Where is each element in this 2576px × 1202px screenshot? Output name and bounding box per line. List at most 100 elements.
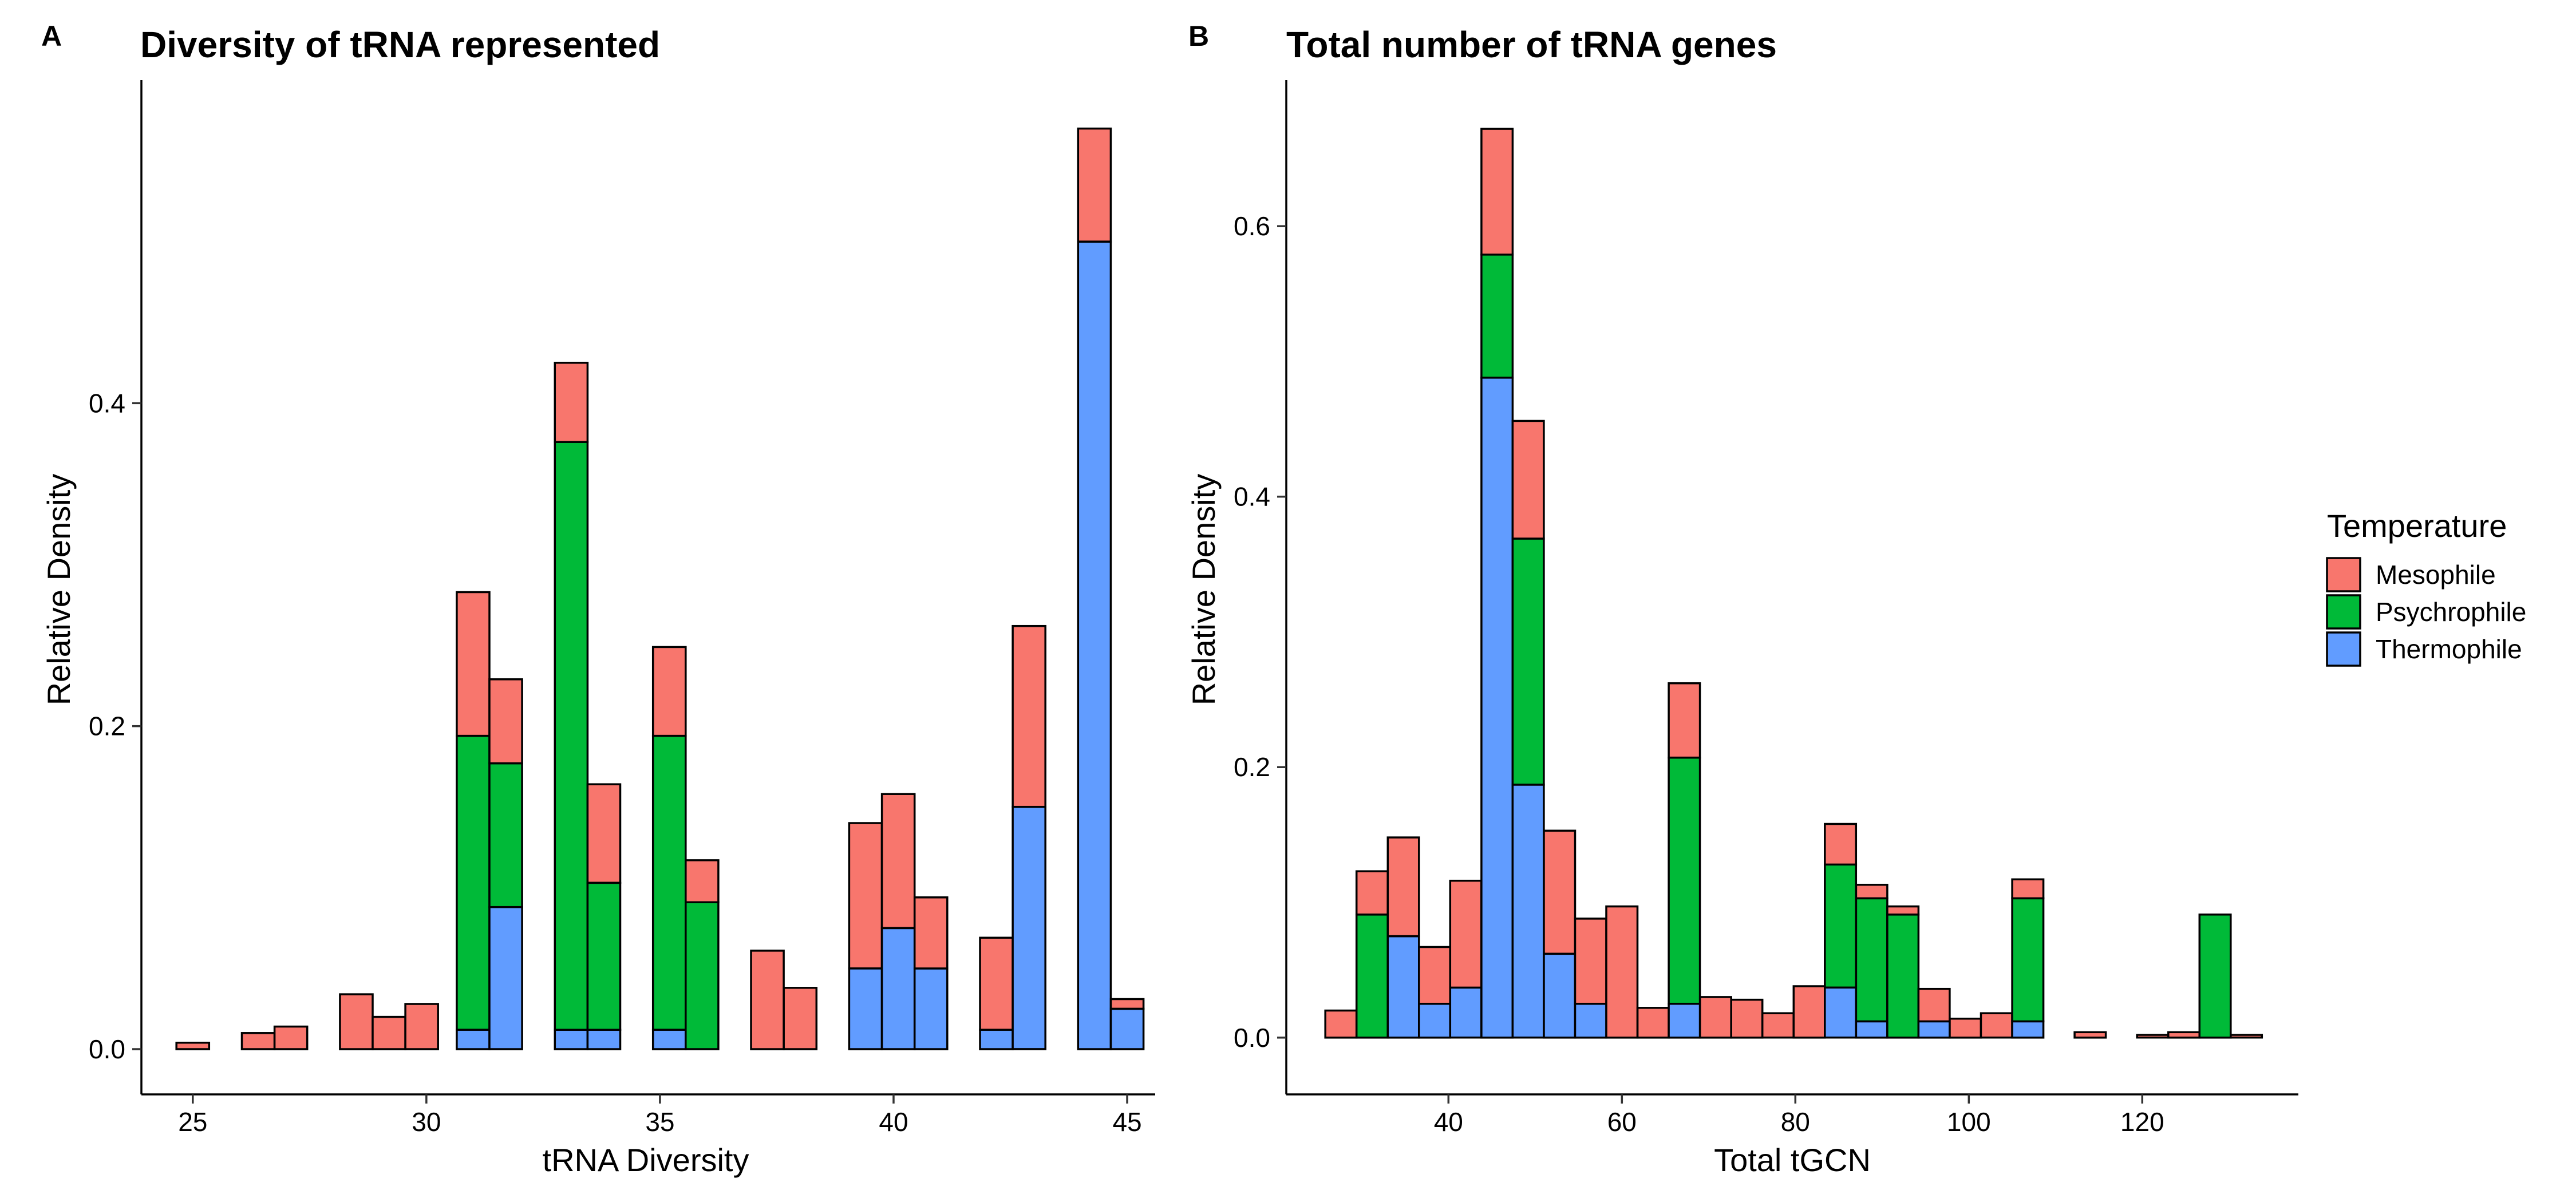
panel-b-bar-mesophile-19 xyxy=(1917,987,1951,1023)
panel-a-bar-thermophile-6 xyxy=(456,1029,491,1050)
panel-b-bar-thermophile-4 xyxy=(1449,986,1483,1039)
panel-b-bar-mesophile-16 xyxy=(1824,823,1858,866)
panel-b-bar-mesophile-6 xyxy=(1511,420,1545,540)
panel-a-bar-mesophile-10 xyxy=(651,646,687,737)
panel-b-bar-psychrophile-6 xyxy=(1511,537,1545,786)
panel-b-bar-psychrophile-26 xyxy=(2198,914,2232,1039)
legend-swatch-thermophile xyxy=(2326,631,2361,667)
panel-b-x-tick-label: 40 xyxy=(1434,1107,1463,1137)
panel-a-bar-psychrophile-6 xyxy=(456,734,491,1031)
panel-b-bar-psychrophile-5 xyxy=(1480,254,1514,379)
panel-a-bar-mesophile-17 xyxy=(979,936,1014,1031)
panel-a-y-tick-label: 0.4 xyxy=(89,388,125,418)
panel-a: A Diversity of tRNA represented 25 30 35 40… xyxy=(41,20,1155,1178)
panel-b-x-tick-label: 120 xyxy=(2120,1107,2164,1137)
panel-a-bar-thermophile-19 xyxy=(1077,240,1112,1050)
panel-b-y-tick-label: 0.0 xyxy=(1234,1023,1270,1053)
panel-a-bar-psychrophile-8 xyxy=(554,441,589,1031)
panel-b-bar-mesophile-25 xyxy=(2167,1031,2201,1039)
panel-b-bar-mesophile-22 xyxy=(2011,878,2045,900)
panel-b-bar-mesophile-7 xyxy=(1543,829,1577,955)
panel-b-bar-mesophile-1 xyxy=(1355,870,1389,916)
panel-b-bar-mesophile-13 xyxy=(1730,998,1764,1039)
panel-b-bar-mesophile-3 xyxy=(1418,946,1452,1005)
panel-b-bar-psychrophile-11 xyxy=(1668,756,1701,1005)
panel-b: B Total number of tRNA genes 40 60 80 100 12… xyxy=(1186,20,2298,1178)
panel-b-bar-thermophile-17 xyxy=(1855,1020,1888,1039)
panel-a-bar-mesophile-4 xyxy=(372,1015,406,1050)
panel-b-title: Total number of tRNA genes xyxy=(1286,24,1777,65)
legend-label-thermophile: Thermophile xyxy=(2376,634,2522,664)
panel-a-bar-thermophile-7 xyxy=(488,906,523,1050)
panel-b-bar-psychrophile-18 xyxy=(1886,914,1920,1039)
panel-b-bar-mesophile-20 xyxy=(1949,1017,1982,1039)
panel-b-bar-mesophile-27 xyxy=(2230,1034,2263,1039)
panel-b-y-axis-label: Relative Density xyxy=(1186,474,1222,706)
panel-a-plot-area: 25 30 35 40 45 0.0 0.2 0.4 xyxy=(89,80,1155,1137)
panel-b-bar-thermophile-19 xyxy=(1917,1020,1951,1039)
panel-a-x-tick-label: 45 xyxy=(1112,1107,1141,1137)
panel-b-bar-psychrophile-16 xyxy=(1824,863,1858,989)
legend-label-psychrophile: Psychrophile xyxy=(2376,597,2526,627)
panel-a-bar-thermophile-14 xyxy=(848,967,883,1050)
panel-a-bar-mesophile-5 xyxy=(404,1003,439,1050)
panel-a-x-axis-label: tRNA Diversity xyxy=(543,1142,749,1178)
panel-b-bar-psychrophile-22 xyxy=(2011,897,2045,1023)
panel-b-bar-mesophile-0 xyxy=(1324,1009,1358,1039)
panel-b-bar-mesophile-9 xyxy=(1605,905,1639,1039)
panel-a-y-axis-label: Relative Density xyxy=(41,474,77,706)
panel-a-bar-psychrophile-9 xyxy=(586,881,622,1031)
panel-b-y-tick-label: 0.2 xyxy=(1234,752,1270,782)
panel-a-bar-psychrophile-7 xyxy=(488,762,523,908)
panel-b-bar-thermophile-6 xyxy=(1511,784,1545,1039)
panel-b-bar-mesophile-8 xyxy=(1574,918,1607,1005)
panel-b-x-axis-label: Total tGCN xyxy=(1714,1142,1871,1178)
panel-a-bars xyxy=(175,127,1145,1050)
panel-a-bar-thermophile-15 xyxy=(880,927,916,1050)
panel-b-bar-thermophile-3 xyxy=(1418,1002,1452,1039)
panel-a-bar-mesophile-15 xyxy=(880,793,916,930)
panel-a-bar-psychrophile-10 xyxy=(651,734,687,1031)
panel-a-letter: A xyxy=(41,20,62,52)
panel-b-bar-mesophile-21 xyxy=(1980,1012,2013,1039)
panel-b-bar-mesophile-2 xyxy=(1386,836,1420,938)
panel-b-bar-mesophile-24 xyxy=(2136,1034,2170,1039)
panel-b-letter: B xyxy=(1188,20,1209,52)
panel-b-bar-mesophile-14 xyxy=(1761,1012,1795,1039)
panel-a-bar-thermophile-18 xyxy=(1012,805,1046,1050)
panel-b-plot-area: 40 60 80 100 120 0.0 0.2 0.4 0.6 xyxy=(1234,80,2298,1137)
panel-b-bar-thermophile-22 xyxy=(2011,1020,2045,1039)
panel-b-x-tick-label: 60 xyxy=(1607,1107,1637,1137)
panel-a-x-tick-label: 35 xyxy=(645,1107,674,1137)
panel-a-bar-mesophile-6 xyxy=(456,591,491,737)
panel-a-bar-mesophile-14 xyxy=(848,822,883,970)
panel-a-bar-mesophile-19 xyxy=(1077,127,1112,243)
legend-label-mesophile: Mesophile xyxy=(2376,560,2496,590)
panel-b-bar-thermophile-7 xyxy=(1543,952,1577,1039)
panel-b-bar-thermophile-8 xyxy=(1574,1002,1607,1039)
panel-a-bar-mesophile-1 xyxy=(240,1032,276,1050)
panel-b-bar-psychrophile-1 xyxy=(1355,914,1389,1039)
panel-a-bar-thermophile-16 xyxy=(913,967,949,1050)
panel-b-bar-mesophile-4 xyxy=(1449,879,1483,989)
panel-b-bar-psychrophile-17 xyxy=(1855,897,1888,1023)
panel-b-y-tick-label: 0.4 xyxy=(1234,482,1270,512)
panel-b-bar-thermophile-2 xyxy=(1386,935,1420,1039)
panel-b-bar-mesophile-18 xyxy=(1886,905,1920,916)
panel-b-bar-thermophile-16 xyxy=(1824,986,1858,1039)
panel-a-y-tick-label: 0.2 xyxy=(89,711,125,741)
panel-a-bar-mesophile-20 xyxy=(1109,998,1145,1010)
legend-title: Temperature xyxy=(2327,508,2507,544)
panel-a-bar-mesophile-2 xyxy=(273,1025,309,1050)
panel-a-y-tick-label: 0.0 xyxy=(89,1034,125,1064)
legend-swatch-psychrophile xyxy=(2326,594,2361,630)
panel-b-bar-mesophile-23 xyxy=(2073,1031,2107,1039)
panel-a-bar-mesophile-18 xyxy=(1012,624,1046,808)
panel-a-bar-thermophile-9 xyxy=(586,1029,622,1050)
panel-b-bar-mesophile-15 xyxy=(1792,985,1826,1039)
panel-a-bar-thermophile-8 xyxy=(554,1029,589,1050)
panel-a-bar-mesophile-11 xyxy=(685,859,720,904)
panel-b-bar-mesophile-11 xyxy=(1668,682,1701,759)
panel-a-bar-mesophile-16 xyxy=(913,896,949,970)
